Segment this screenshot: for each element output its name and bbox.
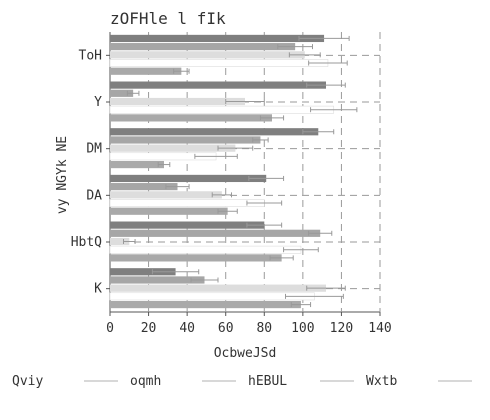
x-tick-label: 120 [330,321,353,336]
x-tick-label: 60 [218,321,234,336]
bar [110,114,272,121]
bar [110,293,314,300]
legend-label: hEBUL [248,374,287,389]
y-tick-label: DM [86,142,102,157]
bar [110,285,326,292]
bar [110,254,282,261]
x-axis-label: OcbweJSd [214,346,277,361]
bar [110,136,260,143]
x-tick-label: 20 [141,321,157,336]
y-tick-label: K [94,282,102,297]
bar [110,35,324,42]
bar [110,51,305,58]
plot-area: 0 20 40 60 80 100 120 140 ToH Y DM DA HbtQ K [71,32,392,336]
y-axis-label: vy NGYk NE [55,136,70,214]
bar [110,222,264,229]
bar [110,199,264,206]
bar [110,301,301,308]
bar [110,68,181,75]
y-tick-label: ToH [79,48,102,63]
bar [110,161,164,168]
bar [110,106,334,113]
legend-label: Qviy [12,374,43,389]
legend-label: Wxtb [366,374,397,389]
bar [110,128,318,135]
x-tick-label: 100 [291,321,314,336]
chart-title: zOFHle l fIk [110,9,226,28]
bar [110,43,295,50]
x-tick-label: 80 [256,321,272,336]
bar [110,145,235,152]
x-tick-label: 40 [179,321,195,336]
bar [110,175,266,182]
legend-label: oqmh [130,374,161,389]
bar [110,208,228,215]
bar [110,246,301,253]
x-tick-label: 140 [368,321,391,336]
y-tick-label: HbtQ [71,235,102,250]
bar [110,191,222,198]
y-tick-label: Y [94,95,102,110]
legend: Qviy oqmh hEBUL Wxtb [12,374,472,389]
bar [110,276,205,283]
bar [110,98,245,105]
bar [110,59,328,66]
bar [110,82,326,89]
bar [110,230,320,237]
y-tick-label: DA [86,188,102,203]
x-tick-label: 0 [106,321,114,336]
